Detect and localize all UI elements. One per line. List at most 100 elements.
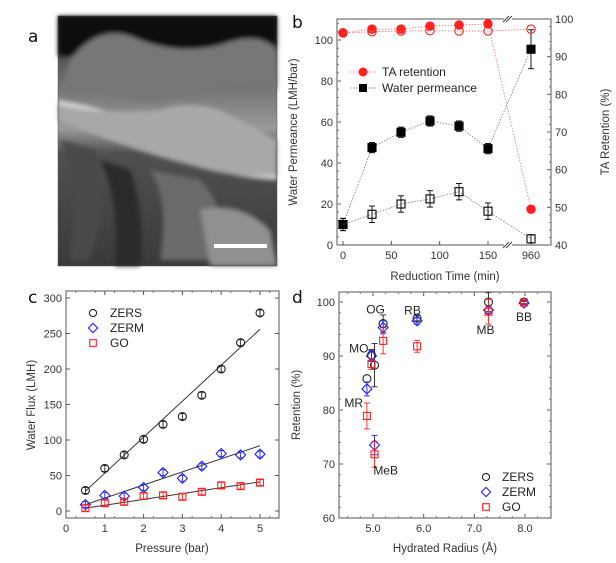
c-data-point: [176, 472, 189, 485]
b-x-axis-label: Reduction Time (min): [390, 271, 499, 283]
b-legend-marker-water: [359, 84, 367, 92]
b-x-tick-label: 100: [430, 250, 448, 262]
c-fit-line: [85, 445, 261, 506]
c-x-tick-label: 0: [63, 523, 69, 535]
b-legend-marker-ta: [358, 67, 368, 77]
c-y-tick-label: 200: [44, 364, 62, 376]
d-annotation-label: MB: [476, 323, 494, 337]
d-y-tick-label: 90: [323, 351, 335, 363]
b-y-tick-label-right: 90: [555, 52, 567, 64]
b-x-tick-label: 0: [340, 250, 346, 262]
c-x-tick-label: 5: [257, 523, 263, 535]
d-legend-label: ZERM: [502, 485, 536, 499]
d-y-axis-label: Retention (%): [291, 370, 303, 440]
c-data-point: [100, 499, 109, 508]
b-break-mark: [505, 241, 513, 249]
panel-label-b: b: [292, 13, 303, 33]
d-annotation-label: RB: [404, 304, 421, 318]
c-data-point: [178, 492, 187, 501]
c-data-point: [158, 491, 168, 500]
c-data-point: [217, 481, 226, 490]
d-annotation-label: MeB: [373, 463, 398, 477]
d-legend-marker: [481, 472, 491, 482]
c-data-point: [119, 450, 129, 460]
c-data-point: [197, 487, 206, 496]
b-data-point: [338, 28, 348, 38]
b-break-mark: [505, 15, 513, 23]
b-data-point: [396, 127, 406, 137]
b-legend-label-ta: TA retention: [382, 65, 446, 79]
c-data-point: [196, 460, 208, 473]
d-x-tick-label: 7.0: [467, 523, 482, 535]
b-data-point: [526, 234, 536, 244]
b-legend: TA retention Water permeance: [350, 65, 477, 95]
b-legend-label-water: Water permeance: [382, 81, 477, 95]
b-data-point: [425, 116, 435, 126]
c-x-tick-label: 3: [179, 523, 185, 535]
d-annotation-label: OG: [366, 303, 385, 317]
b-y-tick-label-left: 60: [321, 117, 333, 129]
c-data-point: [255, 308, 265, 318]
panel-c: c 0 50 100 150 200 250 300 0 1 2 3 4 5 Pressure (bar…: [26, 288, 280, 555]
c-data-point: [157, 466, 169, 479]
d-marks: [361, 291, 530, 468]
d-x-tick-label: 6.0: [416, 523, 431, 535]
d-x-axis-label: Hydrated Radius (Å): [393, 542, 497, 555]
b-plot-frame: [336, 18, 552, 246]
d-data-point: [519, 298, 529, 307]
d-legend-marker: [482, 503, 490, 511]
c-x-tick-label: 4: [218, 523, 224, 535]
b-y-tick-label-left: 40: [321, 158, 333, 170]
b-y-axis-label-left: Water Permeance (LMH/bar): [288, 58, 300, 205]
d-axes: 60 70 80 90 100 5.0 6.0 7.0 8.0: [317, 291, 552, 535]
c-x-tick-label: 2: [141, 523, 147, 535]
b-data-point: [454, 187, 464, 197]
b-axes: 0 20 40 60 80 100 40 50 60 70 80 90 100 0 50 100 150 960: [315, 14, 574, 262]
c-data-point: [236, 338, 246, 348]
panel-label-c: c: [28, 288, 37, 308]
b-marks: [338, 19, 536, 244]
b-data-point: [425, 25, 435, 36]
d-annotation-label: BB: [516, 310, 532, 324]
d-y-tick-label: 100: [317, 297, 335, 309]
d-y-tick-label: 70: [323, 459, 335, 471]
b-data-point: [454, 121, 464, 131]
b-y-tick-label-right: 60: [555, 165, 567, 177]
d-y-tick-label: 60: [323, 513, 335, 525]
c-y-tick-label: 300: [44, 293, 62, 305]
b-y-axis-label-right: TA Retention (%): [600, 88, 612, 175]
c-axes: 0 50 100 150 200 250 300 0 1 2 3 4 5: [44, 290, 280, 535]
d-data-point: [484, 307, 493, 316]
b-data-point: [396, 199, 406, 209]
d-annotation-label: MR: [344, 396, 363, 410]
b-axis-break-bottom: [504, 242, 512, 248]
b-data-point: [454, 26, 464, 36]
c-marks: [79, 308, 266, 513]
c-data-point: [81, 504, 90, 513]
sem-image: [57, 15, 278, 267]
b-axis-break-top: [504, 16, 512, 22]
c-data-point: [80, 485, 90, 495]
d-data-point: [367, 360, 376, 369]
c-legend-marker: [87, 322, 99, 334]
scale-bar: [214, 244, 267, 248]
d-legend-label: ZERS: [502, 470, 534, 484]
d-data-point: [379, 336, 388, 345]
b-data-point: [425, 194, 435, 204]
b-x-tick-label: 50: [385, 250, 397, 262]
b-data-point: [367, 27, 377, 37]
c-data-point: [158, 419, 168, 429]
c-data-point: [120, 497, 129, 506]
b-y-tick-label-left: 80: [321, 76, 333, 88]
d-y-tick-label: 80: [323, 405, 335, 417]
c-x-tick-label: 1: [102, 523, 108, 535]
c-legend-marker: [89, 339, 97, 347]
d-annotation-label: MO: [349, 341, 368, 355]
b-data-point: [483, 19, 493, 29]
b-data-point: [338, 219, 348, 230]
b-series-line: [342, 28, 532, 34]
b-data-point: [483, 26, 493, 36]
b-break-mark: [502, 241, 510, 249]
